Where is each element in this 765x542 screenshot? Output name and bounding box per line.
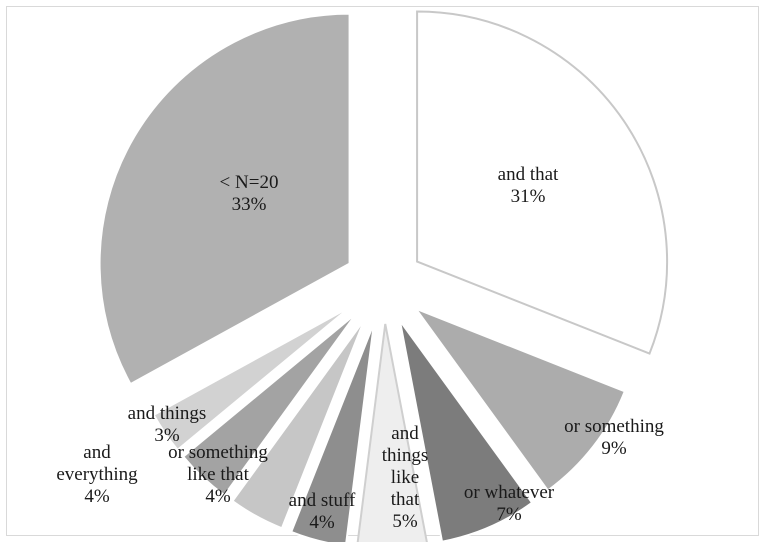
pie-slice-and-things-like-that xyxy=(356,323,428,542)
slice-label: and that 31% xyxy=(498,164,559,207)
pie-labels: and that 31% or something 9%or whatever 7% an… xyxy=(56,164,664,533)
pie-slices xyxy=(98,10,669,542)
slice-label: and stuff 4% xyxy=(289,490,356,533)
slice-label: or something 9% xyxy=(564,416,664,459)
slice-label: < N=20 33% xyxy=(220,172,279,215)
slice-label: and things 3% xyxy=(128,403,207,446)
pie-slice-and-things xyxy=(152,305,352,452)
pie-slice-n-20 xyxy=(98,12,351,386)
slice-label: or whatever 7% xyxy=(464,482,555,525)
pie-slice-or-something-like-that xyxy=(231,318,366,530)
slice-label: and things like that 5% xyxy=(382,423,428,532)
slice-label: and everything 4% xyxy=(56,442,138,507)
pie-slice-and-stuff xyxy=(289,322,376,542)
pie-slice-and-that xyxy=(416,10,669,355)
pie-slice-or-something xyxy=(412,306,627,492)
slice-label: or something like that 4% xyxy=(168,442,268,507)
pie-slice-and-everything xyxy=(181,312,358,497)
